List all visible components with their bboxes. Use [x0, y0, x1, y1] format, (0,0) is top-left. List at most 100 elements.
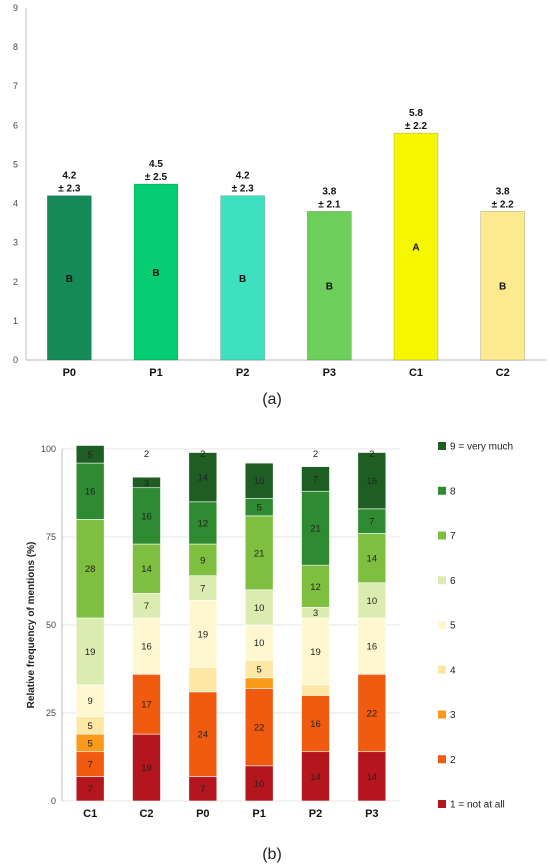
top-label-P0: 2 [200, 449, 205, 460]
legend-swatch [438, 665, 446, 674]
legend-label: 7 [450, 531, 456, 542]
x-tick-label-C2: C2 [139, 808, 153, 820]
segment-label-P2-8: 21 [310, 524, 321, 535]
legend-swatch [438, 576, 446, 585]
segment-P3-5 [357, 617, 387, 675]
segment-C1-7 [75, 519, 105, 619]
panel-a-label: (a) [262, 391, 282, 408]
segment-label-C1-7: 28 [85, 564, 96, 575]
segment-label-C1-3: 5 [88, 738, 93, 749]
y-tick-label: 4 [13, 199, 18, 209]
segment-label-P1-4: 5 [257, 665, 262, 676]
mean-label-P2: 4.2 [236, 171, 250, 182]
mean-label-C1: 5.8 [409, 108, 423, 119]
y-tick-label: 9 [13, 3, 18, 13]
mean-label-P3: 3.8 [322, 186, 336, 197]
segment-P3-8 [357, 508, 387, 534]
segment-P1-3 [244, 677, 274, 689]
x-tick-label-P2: P2 [309, 808, 322, 820]
legend-label: 1 = not at all [450, 800, 505, 811]
segment-label-C1-6: 19 [85, 647, 96, 658]
segment-P0-7 [188, 543, 218, 577]
y-tick-label: 3 [13, 238, 18, 248]
y-tick-label: 7 [13, 81, 18, 91]
segment-label-P1-5: 10 [254, 638, 265, 649]
y-tick-label: 75 [46, 532, 56, 542]
segment-label-P2-6: 3 [313, 608, 318, 619]
mean-label-P1: 4.5 [149, 159, 163, 170]
segment-label-C2-9: 3 [144, 478, 149, 489]
bar-P3 [307, 211, 352, 361]
sd-label-P2: ± 2.3 [232, 184, 255, 195]
x-tick-label-C2: C2 [496, 367, 510, 379]
segment-C1-2 [75, 751, 105, 777]
segment-label-P2-7: 12 [310, 582, 321, 593]
letter-C2: B [499, 282, 506, 293]
y-tick-label: 100 [41, 444, 56, 454]
bar-C1 [393, 132, 439, 361]
letter-C1: A [412, 243, 419, 254]
mean-label-C2: 3.8 [496, 186, 510, 197]
bar-P1 [133, 183, 179, 361]
legend-swatch [438, 621, 446, 629]
segment-label-P2-5: 19 [310, 647, 321, 658]
legend-label: 4 [450, 665, 456, 676]
segment-P3-7 [357, 533, 387, 584]
segment-label-P1-8: 5 [257, 503, 262, 514]
segment-label-P0-6: 7 [200, 584, 205, 595]
x-tick-label-P0: P0 [63, 367, 76, 379]
segment-C2-5 [132, 617, 161, 675]
sd-label-P1: ± 2.5 [145, 172, 168, 183]
segment-label-P0-9: 14 [198, 473, 209, 484]
segment-P3-9 [357, 452, 387, 510]
segment-label-P0-5: 19 [198, 629, 209, 640]
segment-label-C1-4: 5 [88, 721, 93, 732]
segment-P2-9 [301, 466, 330, 492]
segment-label-P3-7: 14 [367, 554, 378, 565]
y-tick-label: 8 [13, 42, 18, 52]
legend-swatch [438, 755, 446, 764]
y-tick-label: 50 [46, 620, 56, 630]
segment-P0-9 [188, 452, 218, 503]
segment-C1-8 [75, 462, 105, 520]
legend-label: 5 [450, 621, 456, 632]
y-tick-label: 1 [13, 316, 18, 326]
segment-label-C1-8: 16 [85, 487, 96, 498]
segment-label-P0-1: 7 [200, 784, 205, 795]
x-tick-label-P3: P3 [323, 367, 336, 379]
segment-label-P3-5: 16 [367, 642, 378, 653]
legend-label: 6 [450, 576, 456, 587]
panel-b-label: (b) [262, 846, 282, 863]
segment-label-P1-6: 10 [254, 603, 265, 614]
x-tick-label-C1: C1 [83, 808, 97, 820]
segment-P3-2 [357, 673, 387, 753]
bar-P2 [220, 195, 265, 361]
segment-C2-1 [132, 733, 161, 802]
y-tick-label: 2 [13, 277, 18, 287]
letter-P0: B [66, 274, 73, 285]
top-label-C2: 2 [144, 449, 149, 460]
bar-P0 [47, 195, 92, 361]
top-label-P3: 2 [369, 449, 374, 460]
x-tick-label-C1: C1 [409, 367, 423, 379]
segment-C1-5 [75, 684, 105, 717]
y-tick-label: 6 [13, 120, 18, 130]
x-tick-label-P2: P2 [236, 367, 249, 379]
segment-label-P3-9: 16 [367, 476, 378, 487]
segment-P3-6 [357, 582, 387, 619]
segment-label-P0-8: 12 [198, 518, 209, 529]
legend-swatch [438, 486, 446, 495]
segment-label-P1-7: 21 [254, 548, 265, 559]
sd-label-C1: ± 2.2 [405, 121, 428, 132]
mean-label-P0: 4.2 [62, 171, 76, 182]
x-tick-label-P1: P1 [252, 808, 265, 820]
segment-P2-2 [301, 695, 330, 753]
top-label-P2: 2 [313, 449, 318, 460]
x-tick-label-P3: P3 [365, 808, 378, 820]
segment-label-C1-1: 7 [88, 784, 93, 795]
x-tick-label-P1: P1 [149, 367, 162, 379]
segment-label-P1-1: 10 [254, 779, 265, 790]
segment-P2-5 [301, 617, 330, 686]
y-axis-title: Relative frequency of mentions (%) [26, 542, 37, 709]
segment-label-C2-2: 17 [141, 700, 152, 711]
